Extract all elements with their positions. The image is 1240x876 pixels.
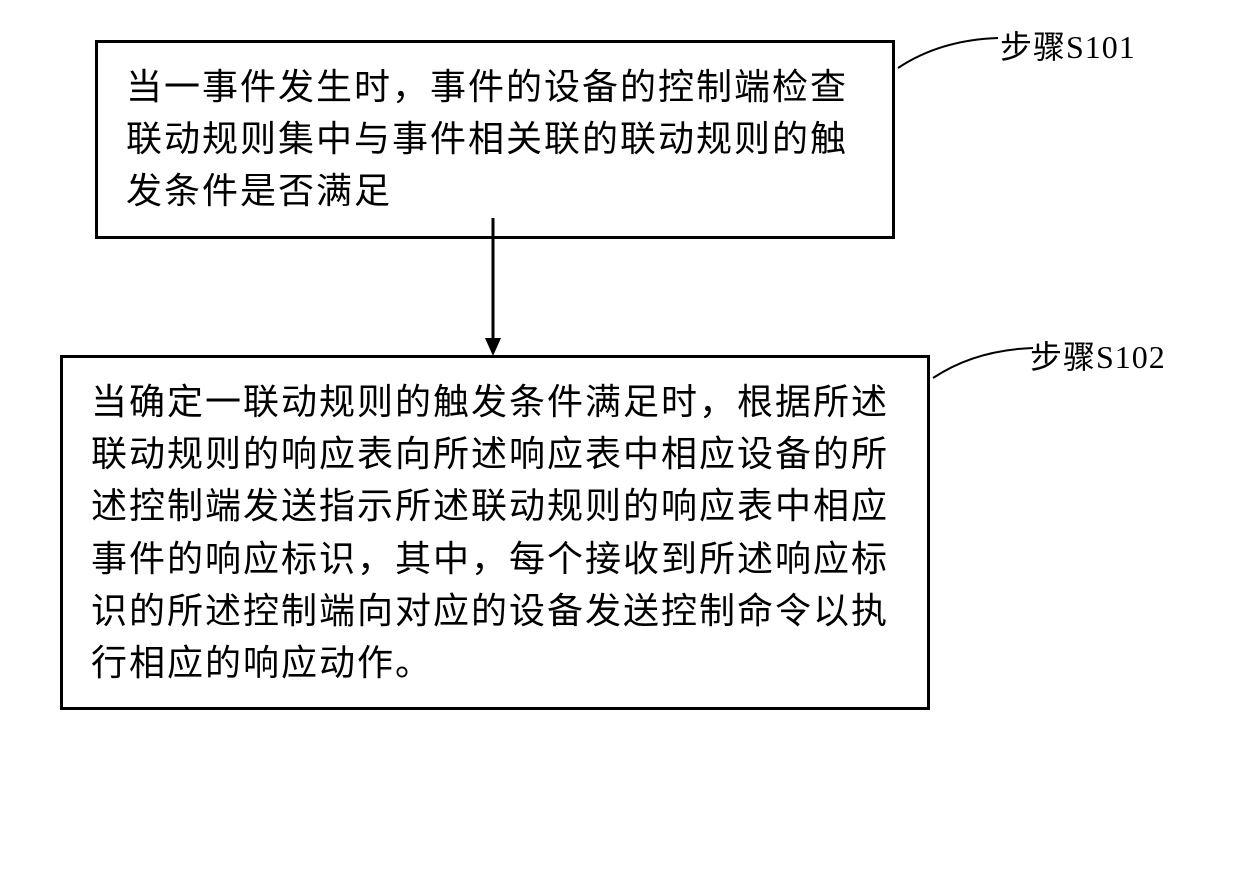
step-2-text: 当确定一联动规则的触发条件满足时，根据所述联动规则的响应表向所述响应表中相应设备… — [91, 376, 899, 689]
step-box-2: 当确定一联动规则的触发条件满足时，根据所述联动规则的响应表向所述响应表中相应设备… — [60, 355, 930, 710]
step-1-text: 当一事件发生时，事件的设备的控制端检查联动规则集中与事件相关联的联动规则的触发条… — [126, 61, 864, 218]
label-2-connector — [915, 340, 1055, 400]
step-box-1: 当一事件发生时，事件的设备的控制端检查联动规则集中与事件相关联的联动规则的触发条… — [95, 40, 895, 239]
label-1-connector — [880, 30, 1020, 90]
arrow-step1-to-step2 — [480, 218, 510, 363]
step-1-label: 步骤S101 — [1000, 22, 1136, 68]
